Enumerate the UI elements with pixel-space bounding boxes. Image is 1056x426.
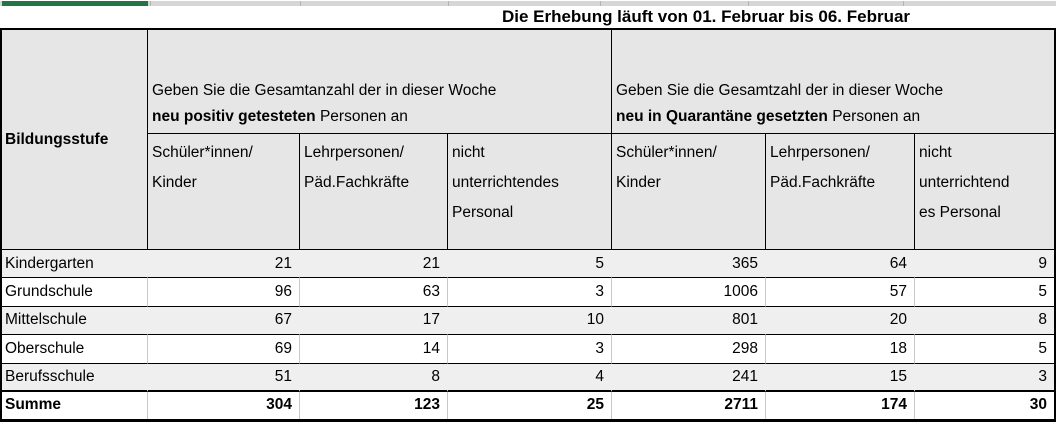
strip-gridline <box>600 1 601 6</box>
value-cell[interactable]: 18 <box>766 335 915 364</box>
strip-gridline <box>903 1 904 6</box>
row-label-grundschule[interactable]: Grundschule <box>2 278 148 307</box>
value-cell[interactable]: 5 <box>915 278 1054 307</box>
survey-period-title: Die Erhebung läuft von 01. Februar bis 0… <box>501 7 911 26</box>
value-cell[interactable]: 63 <box>300 278 448 307</box>
total-value-cell[interactable]: 304 <box>148 391 300 419</box>
strip-gridline <box>300 1 301 6</box>
row-label-mittelschule[interactable]: Mittelschule <box>2 306 148 336</box>
value-cell[interactable]: 298 <box>612 335 766 364</box>
value-cell[interactable]: 9 <box>915 250 1054 279</box>
value-cell[interactable]: 96 <box>148 278 300 307</box>
total-row-label[interactable]: Summe <box>2 391 148 419</box>
value-cell[interactable]: 67 <box>148 306 300 336</box>
value-cell[interactable]: 10 <box>448 306 612 336</box>
value-cell[interactable]: 8 <box>915 306 1054 336</box>
strip-gridline <box>748 1 749 6</box>
group-header-line2: neu in Quarantäne gesetzten Personen an <box>616 108 921 125</box>
group-header-line1: Geben Sie die Gesamtzahl der in dieser W… <box>616 82 944 99</box>
value-cell[interactable]: 5 <box>448 250 612 279</box>
group-header-quarantine[interactable]: Geben Sie die Gesamtzahl der in dieser W… <box>612 30 1054 134</box>
value-cell[interactable]: 5 <box>915 335 1054 364</box>
value-cell[interactable]: 3 <box>915 363 1054 392</box>
value-cell[interactable]: 64 <box>766 250 915 279</box>
value-cell[interactable]: 15 <box>766 363 915 392</box>
strip-gridline <box>150 1 151 6</box>
value-cell[interactable]: 241 <box>612 363 766 392</box>
group-header-line1: Geben Sie die Gesamtanzahl der in dieser… <box>152 82 497 99</box>
value-cell[interactable]: 51 <box>148 363 300 392</box>
col-header-teachers-quarantine[interactable]: Lehrpersonen/ Päd.Fachkräfte <box>766 134 915 250</box>
value-cell[interactable]: 365 <box>612 250 766 279</box>
total-value-cell[interactable]: 123 <box>300 391 448 419</box>
value-cell[interactable]: 20 <box>766 306 915 336</box>
value-cell[interactable]: 3 <box>448 335 612 364</box>
value-cell[interactable]: 801 <box>612 306 766 336</box>
col-header-students-positive[interactable]: Schüler*innen/ Kinder <box>148 134 300 250</box>
col-header-teachers-positive[interactable]: Lehrpersonen/ Päd.Fachkräfte <box>300 134 448 250</box>
data-table: Bildungsstufe Geben Sie die Gesamtanzahl… <box>0 28 1056 422</box>
col-header-nonteaching-quarantine[interactable]: nicht unterrichtend es Personal <box>915 134 1054 250</box>
group-header-line2: neu positiv getesteten Personen an <box>152 108 408 125</box>
col-header-students-quarantine[interactable]: Schüler*innen/ Kinder <box>612 134 766 250</box>
corner-header-cell[interactable]: Bildungsstufe <box>2 30 148 250</box>
value-cell[interactable]: 21 <box>148 250 300 279</box>
value-cell[interactable]: 4 <box>448 363 612 392</box>
total-value-cell[interactable]: 174 <box>766 391 915 419</box>
green-fill-bar <box>2 1 148 6</box>
group-header-positive-tested[interactable]: Geben Sie die Gesamtanzahl der in dieser… <box>148 30 612 134</box>
row-label-kindergarten[interactable]: Kindergarten <box>2 250 148 279</box>
strip-gridline <box>448 1 449 6</box>
total-value-cell[interactable]: 2711 <box>612 391 766 419</box>
value-cell[interactable]: 69 <box>148 335 300 364</box>
total-value-cell[interactable]: 25 <box>448 391 612 419</box>
value-cell[interactable]: 1006 <box>612 278 766 307</box>
value-cell[interactable]: 14 <box>300 335 448 364</box>
value-cell[interactable]: 8 <box>300 363 448 392</box>
value-cell[interactable]: 3 <box>448 278 612 307</box>
gridline-strip <box>0 1 1056 6</box>
row-label-oberschule[interactable]: Oberschule <box>2 335 148 364</box>
row-label-berufsschule[interactable]: Berufsschule <box>2 363 148 392</box>
total-value-cell[interactable]: 30 <box>915 391 1054 419</box>
value-cell[interactable]: 17 <box>300 306 448 336</box>
col-header-nonteaching-positive[interactable]: nicht unterrichtendes Personal <box>448 134 612 250</box>
value-cell[interactable]: 21 <box>300 250 448 279</box>
value-cell[interactable]: 57 <box>766 278 915 307</box>
